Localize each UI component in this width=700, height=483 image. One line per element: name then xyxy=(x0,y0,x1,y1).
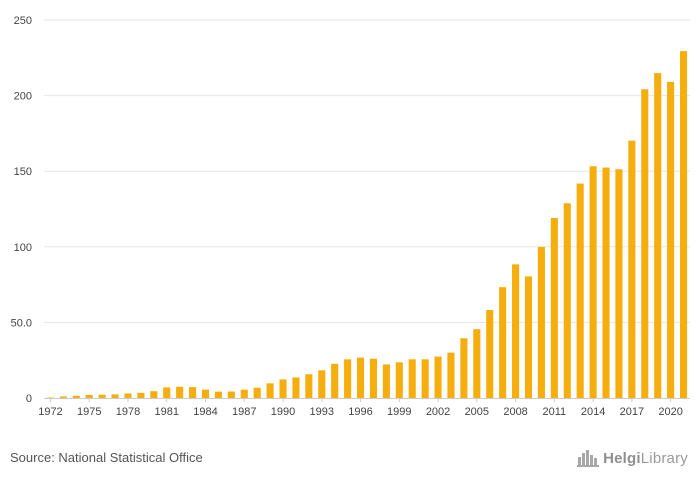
bar xyxy=(434,356,442,398)
bar xyxy=(550,218,558,398)
x-tick-label: 2011 xyxy=(543,406,567,418)
bar xyxy=(473,329,481,398)
bar xyxy=(679,51,688,398)
x-tick-label: 1987 xyxy=(232,406,256,418)
bar xyxy=(292,377,300,398)
x-axis-ticks: 1972 1975 1978 1981 1984 1987 1990 1993 1996 1999… xyxy=(38,398,683,418)
bar xyxy=(576,183,584,398)
bar xyxy=(602,167,610,398)
bar xyxy=(201,389,210,398)
bar xyxy=(667,81,675,399)
brand-name-prefix: Helgi xyxy=(603,449,641,467)
bar xyxy=(72,395,80,398)
bar xyxy=(137,392,145,398)
x-tick-label: 1996 xyxy=(348,406,372,418)
bar xyxy=(240,389,248,398)
brand-logo[interactable]: HelgiLibrary xyxy=(577,449,688,467)
bar xyxy=(150,391,158,398)
bar xyxy=(486,310,494,398)
city-skyline-icon xyxy=(577,449,600,467)
x-tick-label: 1975 xyxy=(77,406,101,418)
bar xyxy=(85,394,93,398)
x-tick-label: 2008 xyxy=(503,406,527,418)
bar xyxy=(253,387,261,398)
bar xyxy=(305,374,313,398)
bar xyxy=(408,359,416,398)
bar xyxy=(344,359,352,398)
y-tick-label: 150 xyxy=(14,166,32,178)
x-tick-label: 1999 xyxy=(387,406,411,418)
bar xyxy=(214,391,222,398)
source-note: Source: National Statistical Office xyxy=(10,450,203,465)
x-tick-label: 1972 xyxy=(38,406,62,418)
y-tick-label: 250 xyxy=(14,15,32,27)
x-tick-label: 2014 xyxy=(581,406,605,418)
bar xyxy=(589,166,597,398)
brand-name-suffix: Library xyxy=(640,449,688,467)
x-tick-label: 2020 xyxy=(658,406,682,418)
bar xyxy=(176,386,184,398)
bar xyxy=(382,364,390,398)
bar xyxy=(654,73,662,398)
bar xyxy=(421,359,429,398)
bar xyxy=(189,387,197,398)
bar xyxy=(641,89,649,398)
bars xyxy=(46,51,688,399)
x-tick-label: 1993 xyxy=(310,406,334,418)
x-tick-label: 2017 xyxy=(620,406,644,418)
y-axis-ticks: 0 50.0 100 150 200 250 xyxy=(11,15,32,405)
bar xyxy=(447,352,455,398)
y-tick-label: 50.0 xyxy=(11,317,32,329)
bar xyxy=(563,203,571,398)
y-tick-label: 100 xyxy=(14,242,32,254)
bar xyxy=(266,383,274,398)
y-tick-label: 0 xyxy=(26,393,32,405)
bar xyxy=(111,394,119,398)
bar xyxy=(331,363,339,398)
x-tick-label: 1990 xyxy=(271,406,295,418)
y-tick-label: 200 xyxy=(14,91,32,103)
bar xyxy=(98,394,106,398)
bar xyxy=(499,287,507,398)
x-tick-label: 1981 xyxy=(154,406,178,418)
x-tick-label: 2005 xyxy=(465,406,489,418)
bar xyxy=(356,357,365,398)
bar xyxy=(512,264,520,398)
bar xyxy=(124,393,132,398)
bar xyxy=(369,358,378,398)
bar xyxy=(628,140,636,398)
bar xyxy=(279,379,287,398)
chart-area: 0 50.0 100 150 200 250 1972 1975 1978 1981 1984 19… xyxy=(11,15,690,418)
bar xyxy=(524,276,533,398)
bar xyxy=(615,169,623,398)
bar xyxy=(227,391,235,398)
x-tick-label: 2002 xyxy=(426,406,450,418)
bar xyxy=(460,338,468,398)
x-tick-label: 1984 xyxy=(193,406,217,418)
bar xyxy=(318,370,326,398)
bar xyxy=(59,396,67,398)
bar xyxy=(163,387,171,398)
bar xyxy=(537,246,545,398)
bar xyxy=(395,362,403,398)
x-tick-label: 1978 xyxy=(116,406,140,418)
